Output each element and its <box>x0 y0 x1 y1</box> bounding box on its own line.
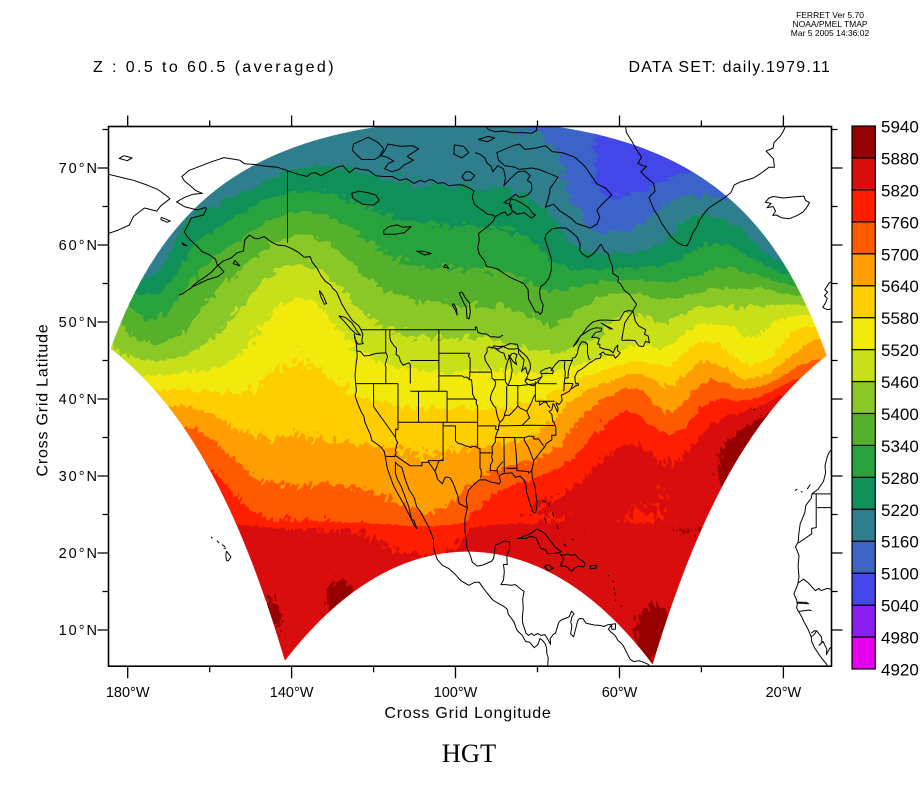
svg-text:5580: 5580 <box>881 309 919 328</box>
svg-text:20°W: 20°W <box>766 685 802 701</box>
svg-text:4920: 4920 <box>881 661 919 680</box>
svg-text:NOAA/PMEL TMAP: NOAA/PMEL TMAP <box>792 19 867 29</box>
svg-text:5640: 5640 <box>881 277 919 296</box>
svg-text:Cross Grid Longitude: Cross Grid Longitude <box>384 705 551 722</box>
svg-text:5520: 5520 <box>881 341 919 360</box>
svg-text:5460: 5460 <box>881 373 919 392</box>
svg-text:10°N: 10°N <box>59 623 99 639</box>
svg-text:20°N: 20°N <box>59 546 99 562</box>
svg-text:HGT: HGT <box>442 738 496 768</box>
svg-text:70°N: 70°N <box>59 161 99 177</box>
svg-text:60°N: 60°N <box>59 238 99 254</box>
svg-text:5220: 5220 <box>881 501 919 520</box>
svg-text:Mar 5 2005 14:36:02: Mar 5 2005 14:36:02 <box>791 28 870 38</box>
svg-text:5760: 5760 <box>881 213 919 232</box>
svg-text:DATA SET: daily.1979.11: DATA SET: daily.1979.11 <box>628 59 831 76</box>
svg-text:Z : 0.5 to 60.5 (averaged): Z : 0.5 to 60.5 (averaged) <box>93 59 336 76</box>
svg-text:Cross Grid Latitude: Cross Grid Latitude <box>35 323 52 476</box>
svg-text:100°W: 100°W <box>434 685 478 701</box>
svg-text:5100: 5100 <box>881 565 919 584</box>
svg-text:FERRET Ver 5.70: FERRET Ver 5.70 <box>796 10 864 20</box>
svg-text:30°N: 30°N <box>59 469 99 485</box>
svg-text:40°N: 40°N <box>59 392 99 408</box>
svg-text:5280: 5280 <box>881 469 919 488</box>
svg-text:5040: 5040 <box>881 597 919 616</box>
svg-text:50°N: 50°N <box>59 315 99 331</box>
svg-text:5940: 5940 <box>881 118 919 137</box>
svg-text:60°W: 60°W <box>602 685 638 701</box>
svg-text:140°W: 140°W <box>270 685 314 701</box>
svg-text:5820: 5820 <box>881 181 919 200</box>
svg-text:5880: 5880 <box>881 149 919 168</box>
svg-text:5340: 5340 <box>881 437 919 456</box>
svg-text:5160: 5160 <box>881 533 919 552</box>
svg-text:180°W: 180°W <box>106 685 150 701</box>
svg-text:5700: 5700 <box>881 245 919 264</box>
svg-text:4980: 4980 <box>881 629 919 648</box>
svg-text:5400: 5400 <box>881 405 919 424</box>
